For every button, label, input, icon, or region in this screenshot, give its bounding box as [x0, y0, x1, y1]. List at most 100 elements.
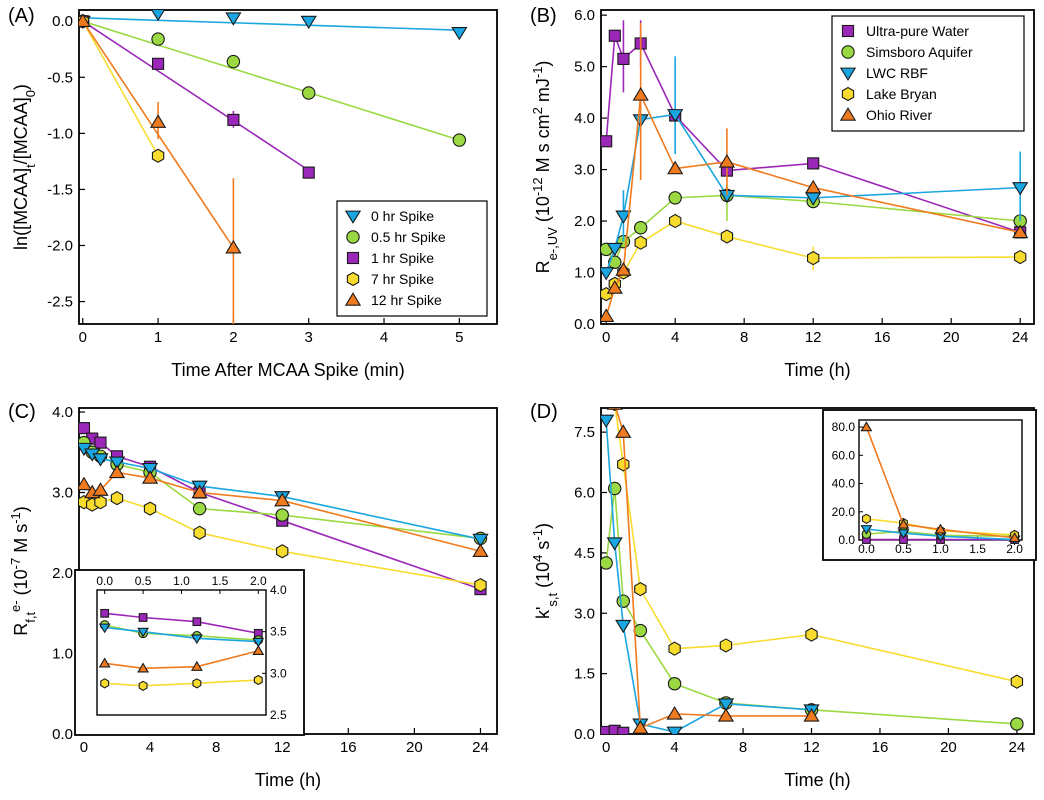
- data-point: [1008, 532, 1021, 543]
- data-point: [667, 160, 684, 175]
- data-point: [861, 513, 871, 524]
- data-point: [192, 617, 202, 627]
- panel-b: 0 4 8 12 16 20 24 0.0 1.0 2.0 3.0 4.0 5.0 6.0 (B) Time …: [530, 5, 1035, 380]
- y-tick-label: 4.0: [574, 110, 595, 127]
- series-line: [82, 20, 310, 172]
- series-line: [82, 20, 460, 141]
- plot-frame: [600, 9, 1035, 325]
- data-point: [79, 476, 93, 491]
- y-tick-label: -2.0: [47, 238, 73, 255]
- series-lwc-rbf: [601, 56, 1029, 281]
- inset-y-tick-label: 40.0: [832, 477, 856, 491]
- legend-marker: [841, 24, 855, 38]
- data-point: [615, 210, 632, 224]
- data-point: [227, 113, 240, 126]
- series-lake-bryan: [601, 213, 1027, 302]
- data-point: [252, 637, 265, 648]
- series-lwc-rbf: [79, 442, 489, 548]
- data-point: [149, 114, 167, 128]
- x-tick-label: 2: [229, 329, 237, 346]
- y-axis-label-part: 4: [530, 555, 545, 562]
- x-tick-label: 0: [79, 329, 87, 346]
- y-axis-label-part: e-: [8, 600, 23, 612]
- legend-label: 0 hr Spike: [371, 208, 434, 224]
- data-point: [617, 726, 630, 734]
- data-point: [719, 638, 733, 653]
- data-point: [668, 191, 682, 205]
- y-axis-label-part: ln([MCAA]: [11, 168, 31, 250]
- legend-marker: [346, 230, 360, 244]
- x-tick-label: 8: [740, 329, 748, 346]
- y-axis-label-part: -7: [8, 558, 23, 570]
- series-lake-bryan: [79, 491, 487, 593]
- series-layer: [860, 421, 1021, 546]
- inset-x-tick-label: 1.0: [932, 542, 949, 556]
- y-axis-label-part: s,t: [545, 592, 560, 606]
- x-axis-label: Time (h): [255, 770, 321, 790]
- data-point: [151, 32, 165, 46]
- inset: 0.0 0.5 1.0 1.5 2.0 2.5 3.0 3.5 4.0: [74, 569, 305, 736]
- legend-label: 12 hr Spike: [371, 292, 442, 308]
- data-point: [805, 627, 818, 642]
- y-axis-label-part: ): [11, 84, 31, 90]
- inset-x-tick-label: 0.0: [96, 574, 113, 588]
- y-tick-label: 5.0: [574, 59, 595, 76]
- data-point: [225, 12, 242, 26]
- series-12-hr-spike: [79, 13, 242, 324]
- data-point: [472, 533, 489, 548]
- data-point: [897, 518, 910, 529]
- x-axis-label: Time (h): [784, 770, 850, 790]
- data-point: [472, 543, 489, 558]
- data-point: [667, 109, 684, 123]
- series-simsboro-aquifer: [79, 435, 488, 546]
- series-line: [866, 528, 1015, 541]
- legend-label: Ultra-pure Water: [866, 23, 969, 39]
- x-tick-label: 3: [305, 329, 313, 346]
- data-point: [193, 525, 206, 540]
- y-tick-label: 3.0: [574, 605, 595, 622]
- data-point: [302, 166, 315, 179]
- legend-label: Lake Bryan: [866, 86, 937, 102]
- y-tick-label: 2.0: [52, 565, 73, 582]
- data-point: [301, 86, 316, 100]
- data-point: [190, 660, 203, 671]
- x-tick-label: 12: [805, 329, 822, 346]
- data-point: [606, 537, 623, 551]
- y-tick-label: 4.5: [574, 545, 595, 562]
- data-point: [151, 10, 165, 22]
- data-point: [668, 641, 681, 656]
- series-layer: [79, 422, 489, 596]
- legend-marker: [841, 45, 855, 59]
- x-tick-label: 4: [670, 739, 678, 756]
- x-tick-label: 16: [872, 739, 889, 756]
- x-tick-label: 1: [154, 329, 162, 346]
- x-tick-label: 5: [455, 329, 463, 346]
- legend-label: LWC RBF: [866, 65, 928, 81]
- y-tick-label: 0.0: [52, 13, 73, 30]
- series-inset-3: [100, 674, 263, 691]
- data-point: [451, 27, 468, 41]
- panel-label: (A): [8, 5, 35, 27]
- inset-y-tick-label: 3.5: [270, 625, 287, 639]
- series-inset-4: [98, 645, 265, 673]
- series-line: [615, 408, 812, 730]
- data-point: [720, 229, 734, 244]
- inset-x-tick-label: 2.0: [1006, 542, 1023, 556]
- x-tick-label: 4: [380, 329, 388, 346]
- legend: Ultra-pure Water Simsboro Aquifer LWC RBF L…: [831, 15, 1025, 132]
- data-point: [601, 267, 615, 281]
- panel-label: (B): [530, 5, 557, 27]
- data-point: [1014, 249, 1027, 265]
- data-point: [633, 221, 648, 235]
- data-point: [615, 619, 632, 634]
- inset-x-tick-label: 0.5: [895, 542, 912, 556]
- data-point: [632, 87, 649, 101]
- series-line: [605, 420, 812, 733]
- data-point: [634, 235, 647, 250]
- data-point: [138, 613, 148, 622]
- data-point: [143, 501, 157, 516]
- data-point: [601, 135, 613, 148]
- panel-label: (D): [530, 401, 558, 423]
- y-axis-label-part: k': [533, 607, 553, 619]
